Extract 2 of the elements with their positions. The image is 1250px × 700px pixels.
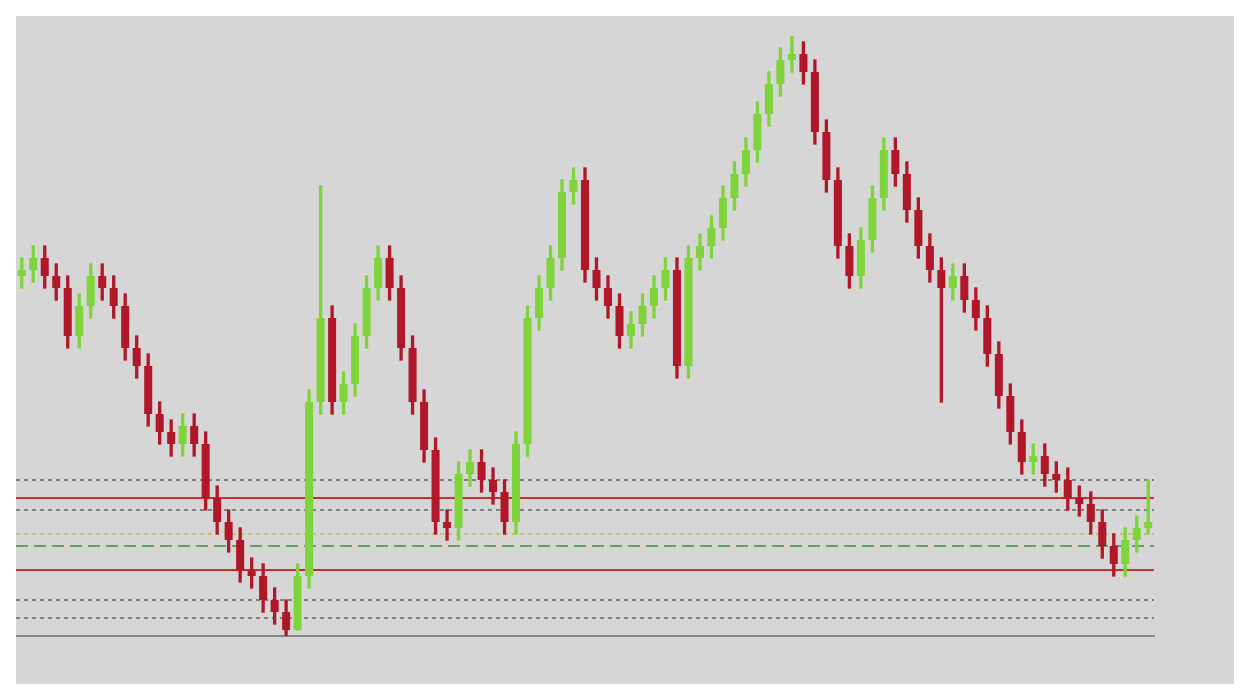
- candlestick: [787, 36, 796, 73]
- candlestick: [443, 509, 452, 541]
